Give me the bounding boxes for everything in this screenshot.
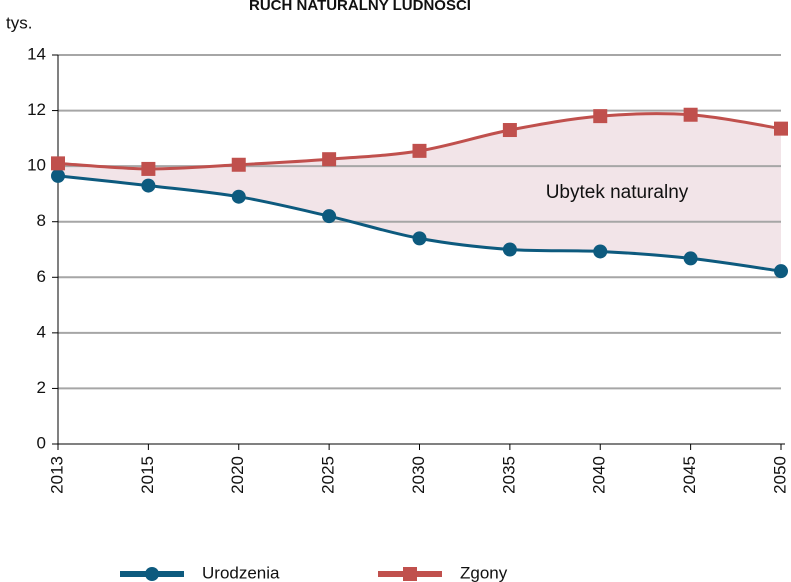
x-tick-label: 2025 [319, 456, 338, 494]
y-tick-label: 0 [37, 433, 46, 452]
marker [145, 567, 159, 581]
marker [502, 123, 517, 138]
y-axis-label: tys. [6, 13, 32, 32]
marker [412, 143, 427, 158]
marker [774, 121, 788, 136]
marker [403, 567, 417, 581]
marker [141, 178, 156, 193]
annotation: Ubytek naturalny [546, 182, 689, 203]
marker [231, 157, 246, 172]
y-tick-label: 6 [37, 267, 46, 286]
marker [51, 156, 65, 171]
marker [683, 107, 698, 122]
x-tick-label: 2050 [770, 456, 789, 494]
marker [51, 168, 65, 183]
y-tick-label: 12 [27, 100, 46, 119]
marker [141, 161, 156, 176]
y-tick-label: 4 [37, 322, 46, 341]
marker [593, 244, 608, 259]
marker [774, 264, 788, 279]
legend-label: Zgony [460, 563, 508, 582]
y-tick-label: 2 [37, 378, 46, 397]
marker [412, 231, 427, 246]
legend-label: Urodzenia [202, 563, 280, 582]
x-tick-label: 2040 [590, 456, 609, 494]
x-tick-label: 2015 [138, 456, 157, 494]
x-tick-label: 2045 [680, 456, 699, 494]
marker [231, 189, 246, 204]
marker [322, 209, 337, 224]
x-tick-label: 2035 [499, 456, 518, 494]
marker [593, 109, 608, 124]
marker [683, 251, 698, 266]
y-tick-label: 10 [27, 156, 46, 175]
y-tick-label: 14 [27, 44, 46, 63]
marker [502, 242, 517, 257]
area-between [58, 113, 781, 272]
marker [322, 152, 337, 167]
chart-title: RUCH NATURALNY LUDNOŚCI [249, 0, 471, 14]
x-tick-label: 2013 [47, 456, 66, 494]
x-tick-label: 2020 [228, 456, 247, 494]
y-tick-label: 8 [37, 211, 46, 230]
x-tick-label: 2030 [409, 456, 428, 494]
